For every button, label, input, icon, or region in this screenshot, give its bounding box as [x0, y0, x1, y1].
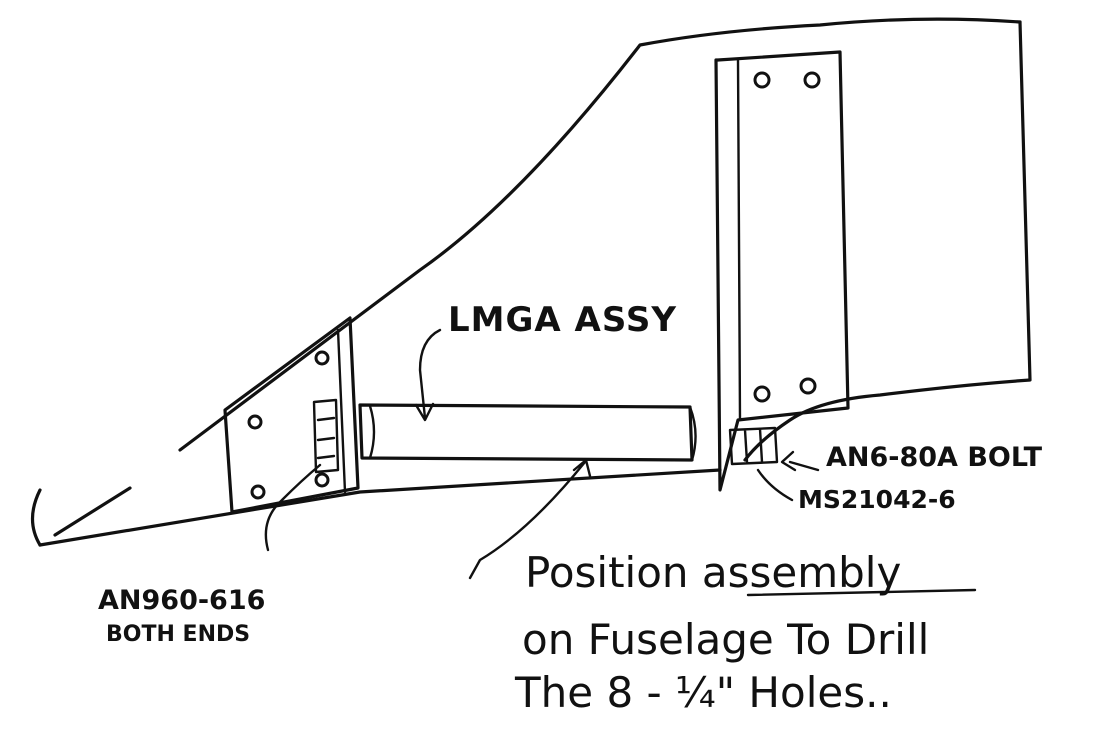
left-hole-4	[314, 472, 330, 488]
left-hole-2	[314, 350, 330, 366]
break-symbol	[30, 486, 132, 547]
washer-leader	[264, 463, 322, 552]
washer-part-label: AN960-616	[98, 585, 266, 616]
right-bolt	[728, 426, 779, 466]
nut-leader	[756, 468, 794, 502]
lmga-assy-label: LMGA ASSY	[448, 300, 677, 340]
right-bulkhead	[714, 50, 850, 492]
note-line-3: The 8 - ¼" Holes..	[515, 668, 892, 717]
lmga-tube	[358, 403, 694, 462]
left-washer	[312, 398, 340, 474]
lmga-leader	[414, 328, 442, 422]
right-bulkhead-inner	[736, 58, 742, 422]
note-line-1: Position assembly	[525, 548, 901, 597]
fuselage-right-edge	[743, 20, 1032, 462]
bolt-label: AN6-80A BOLT	[826, 442, 1043, 473]
right-hole-3	[753, 385, 771, 403]
right-hole-2	[803, 71, 821, 89]
nut-label: MS21042-6	[798, 485, 956, 514]
note-line-1-emph: assembly	[701, 548, 902, 597]
left-bracket	[223, 316, 360, 514]
note-leader	[468, 458, 592, 580]
left-bracket-flange	[336, 328, 347, 494]
note-line-2: on Fuselage To Drill	[522, 615, 930, 664]
right-hole-1	[753, 71, 771, 89]
bolt-leader	[780, 450, 820, 472]
left-hole-1	[247, 414, 263, 430]
right-hole-4	[799, 377, 817, 395]
washer-note-label: BOTH ENDS	[106, 622, 251, 647]
fuselage-lower-edge	[38, 468, 722, 547]
assembly-underline	[746, 588, 977, 597]
left-hole-3	[250, 484, 266, 500]
fuselage-upper-edge	[178, 17, 1022, 452]
note-line-1-prefix: Position	[525, 548, 702, 597]
lmga-tube-end	[368, 404, 697, 462]
